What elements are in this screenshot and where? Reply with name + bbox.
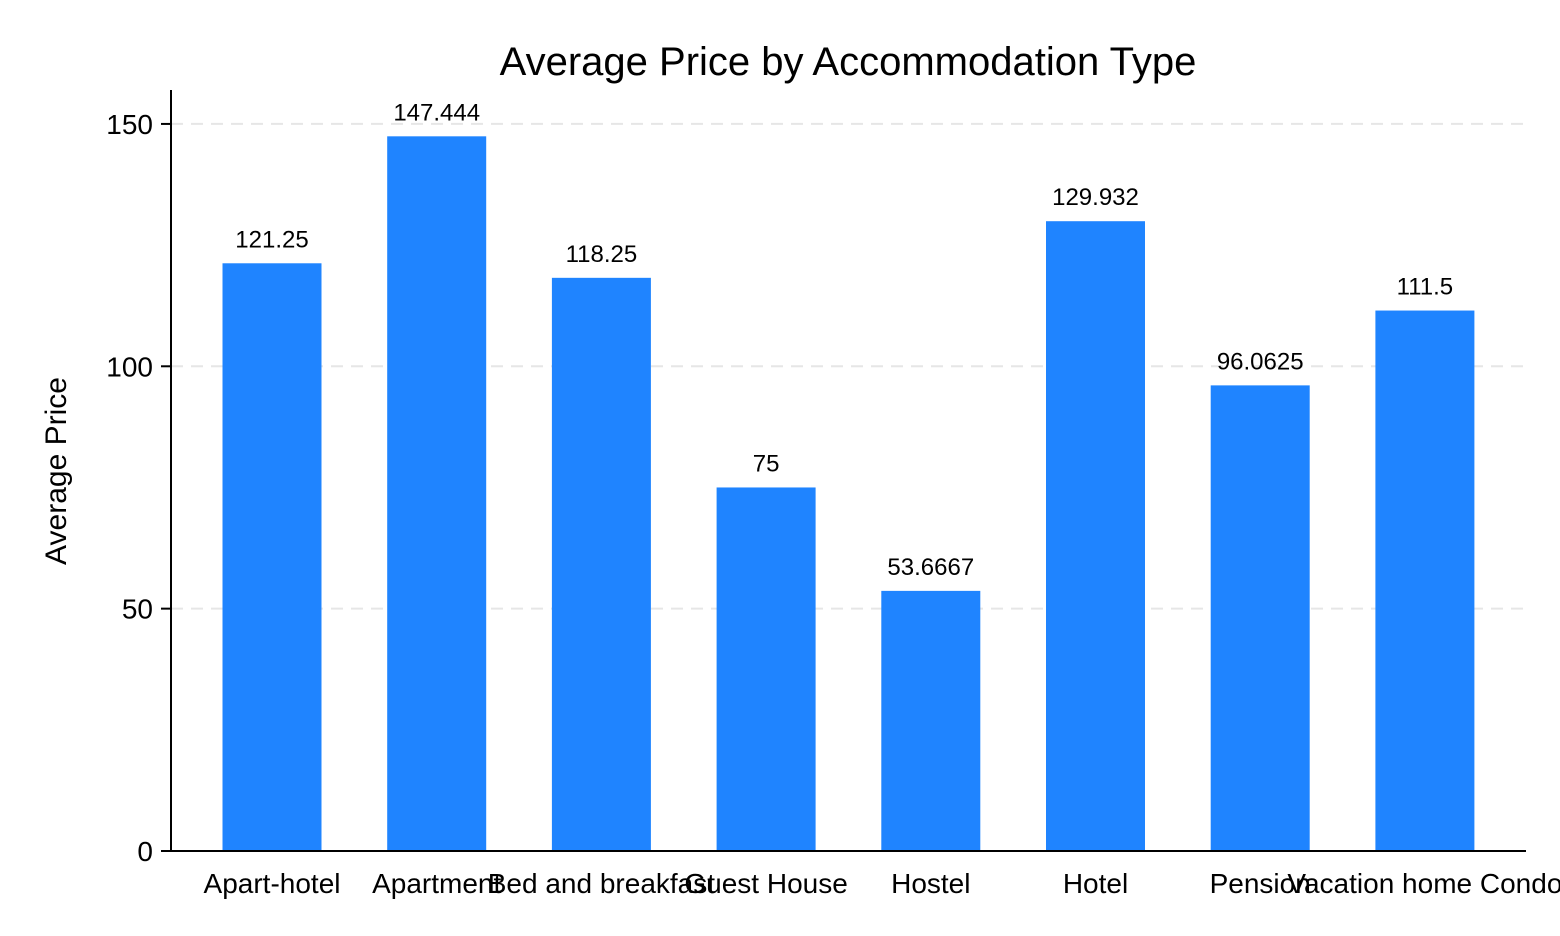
grid-lines	[171, 122, 1526, 610]
data-label-6: 96.0625	[1217, 348, 1304, 375]
data-label-1: 147.444	[393, 99, 480, 126]
bar-3	[716, 487, 816, 851]
y-axis-label: Average Price	[40, 377, 73, 565]
x-tick-label-1: Apartment	[372, 868, 501, 899]
data-label-3: 75	[753, 450, 780, 477]
bar-6	[1210, 385, 1310, 851]
bar-7	[1375, 310, 1475, 852]
x-tick-label-0: Apart-hotel	[204, 868, 341, 899]
data-label-0: 121.25	[235, 226, 308, 253]
y-tick-label-0: 0	[137, 836, 153, 867]
data-label-2: 118.25	[566, 241, 638, 268]
data-label-7: 111.5	[1397, 274, 1454, 301]
data-label-5: 129.932	[1052, 184, 1139, 211]
x-tick-label-7: Vacation home Condo	[1287, 868, 1560, 899]
y-tick-label-100: 100	[106, 351, 153, 382]
labels: 121.25 147.444 118.25 75 53.6667 129.932 96.06…	[106, 99, 1560, 899]
x-tick-label-6: Pension	[1210, 868, 1311, 899]
x-tick-label-3: Guest House	[684, 868, 847, 899]
bar-5	[1046, 221, 1145, 851]
x-tick-label-4: Hostel	[891, 868, 970, 899]
bar-0	[222, 263, 322, 851]
x-tick-label-2: Bed and breakfast	[488, 868, 715, 899]
y-tick-label-50: 50	[122, 594, 153, 625]
y-tick-label-150: 150	[106, 109, 153, 140]
bar-1	[387, 136, 487, 851]
axes	[161, 90, 1526, 852]
bars	[222, 136, 1475, 852]
data-label-4: 53.6667	[887, 554, 974, 581]
chart-title: Average Price by Accommodation Type	[500, 40, 1197, 84]
bar-2	[551, 277, 651, 852]
bar-4	[881, 590, 981, 851]
x-tick-label-5: Hotel	[1063, 868, 1128, 899]
